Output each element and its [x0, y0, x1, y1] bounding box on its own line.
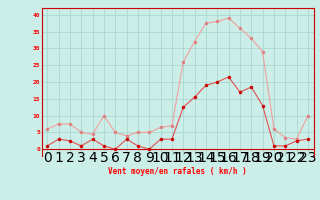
X-axis label: Vent moyen/en rafales ( km/h ): Vent moyen/en rafales ( km/h )	[108, 167, 247, 176]
